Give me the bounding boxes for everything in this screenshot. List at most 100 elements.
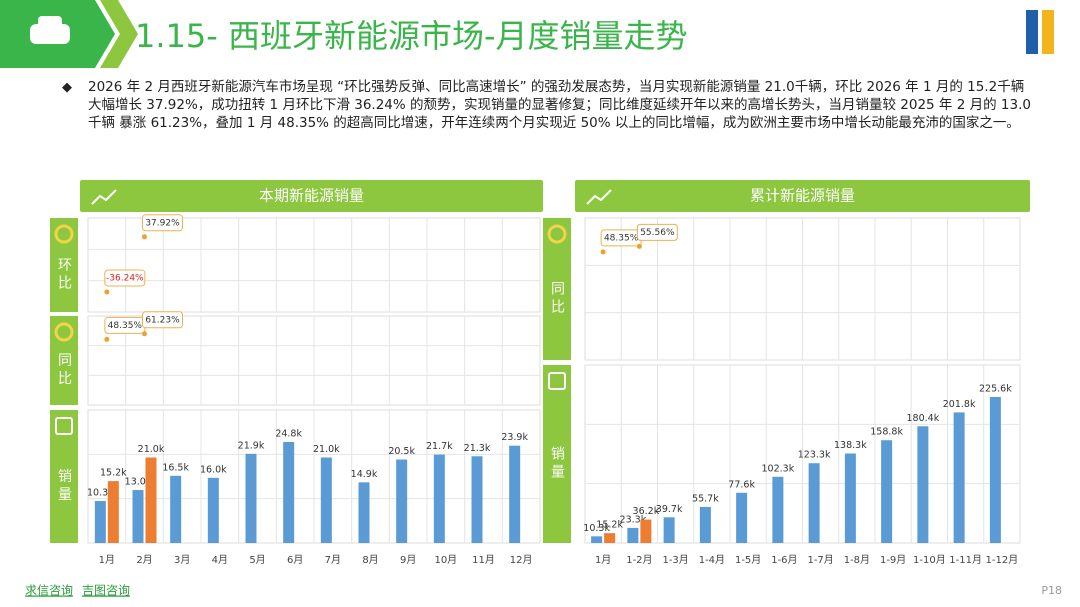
value-label: 21.0k (313, 444, 340, 455)
side-label: 环比 (56, 257, 72, 293)
source[interactable]: 吉图咨询 (82, 583, 130, 598)
side-icon (55, 417, 73, 435)
bar (320, 457, 332, 543)
chart-header (80, 180, 543, 212)
side-label: 销量 (56, 469, 72, 505)
bar (604, 533, 616, 543)
value-label: 24.8k (275, 429, 302, 440)
bar (396, 459, 408, 543)
bar (132, 490, 144, 543)
bar (736, 492, 748, 543)
chart-header-icon (586, 189, 612, 205)
x-tick-label: 1-8月 (844, 554, 870, 566)
x-tick-label: 1-5月 (735, 554, 761, 566)
bar (953, 412, 965, 543)
point (104, 289, 110, 295)
header-stripe (100, 0, 138, 68)
callout-label: 55.56% (640, 228, 675, 238)
side-label: 销量 (549, 446, 565, 482)
x-tick-label: 1-12月 (986, 554, 1019, 566)
bar (627, 527, 639, 543)
bar (591, 536, 603, 543)
value-label: 225.6k (979, 384, 1012, 395)
callout-label: 61.23% (145, 315, 180, 325)
x-tick-label: 4月 (212, 554, 228, 566)
x-tick-label: 3月 (174, 554, 190, 566)
bar (881, 440, 893, 543)
value-label: 23.3k (620, 514, 647, 525)
value-label: 158.8k (870, 427, 903, 438)
side-label-box (50, 410, 78, 543)
x-tick-label: 1-11月 (949, 554, 982, 566)
callout-label: 37.92% (145, 218, 180, 228)
value-label: 180.4k (907, 413, 940, 424)
point (636, 243, 642, 249)
callout-box (142, 311, 183, 329)
side-icon (54, 322, 74, 342)
bar (207, 477, 219, 543)
bar (509, 445, 521, 543)
value-label: 123.3k (798, 450, 831, 461)
x-tick-label: 8月 (362, 554, 378, 566)
value-label: 21.7k (426, 441, 453, 452)
summary: 2026 年 2 月西班牙新能源汽车市场呈现 “环比强势反弹、同比高速增长” 的… (88, 79, 1031, 131)
bar (245, 453, 257, 543)
x-tick-label: 1-10月 (913, 554, 946, 566)
bar (663, 517, 675, 543)
x-tick-label: 5月 (249, 554, 265, 566)
title: 1.15- 西班牙新能源市场-月度销量走势 (135, 17, 688, 55)
value-label: 15.2k (596, 520, 623, 531)
logo (1042, 10, 1054, 54)
x-tick-label: 10月 (434, 554, 457, 566)
value-label: 21.3k (464, 443, 491, 454)
value-label: 21.0k (138, 444, 165, 455)
side-icon (54, 224, 74, 244)
bar (917, 426, 929, 543)
x-tick-label: 7月 (325, 554, 341, 566)
callout-box (142, 214, 183, 232)
value-label: 39.7k (656, 504, 683, 515)
value-label: 10.3k (583, 523, 610, 534)
callout-label: -36.24% (106, 273, 144, 283)
bar (844, 453, 856, 543)
value-label: 10.3k (87, 488, 114, 499)
chart-header (575, 180, 1030, 212)
x-tick-label: 2月 (136, 554, 152, 566)
logo (1026, 10, 1038, 54)
side-icon (548, 372, 566, 390)
value-label: 77.6k (728, 479, 755, 490)
x-tick-label: 12月 (510, 554, 533, 566)
value-label: 15.2k (100, 468, 127, 479)
side-icon (547, 224, 567, 244)
chart-title: 本期新能源销量 (259, 187, 364, 205)
x-tick-label: 1-9月 (880, 554, 906, 566)
x-tick-label: 1月 (99, 554, 115, 566)
x-tick-label: 6月 (287, 554, 303, 566)
car-icon-top (38, 16, 62, 28)
value-label: 23.9k (501, 432, 528, 443)
x-tick-label: 1月 (595, 554, 611, 566)
bar (699, 506, 711, 543)
bar (94, 501, 106, 543)
bullet: ◆ (62, 80, 72, 95)
chart-title: 累计新能源销量 (750, 187, 855, 205)
source[interactable]: 求信咨询 (25, 583, 73, 598)
bar (358, 482, 370, 543)
bar (433, 454, 445, 543)
side-label-box (543, 365, 571, 543)
value-label: 16.5k (162, 462, 189, 473)
x-tick-label: 1-7月 (807, 554, 833, 566)
callout-label: 48.35% (108, 321, 143, 331)
value-label: 36.2k (633, 506, 660, 517)
callout-box (636, 223, 678, 241)
value-label: 13.0k (125, 477, 152, 488)
value-label: 21.9k (238, 440, 265, 451)
bar (808, 463, 820, 543)
point (142, 234, 147, 240)
x-tick-label: 1-2月 (626, 554, 652, 566)
value-label: 201.8k (943, 399, 976, 410)
point (142, 331, 147, 337)
bar (471, 456, 483, 543)
value-label: 55.7k (692, 493, 719, 504)
